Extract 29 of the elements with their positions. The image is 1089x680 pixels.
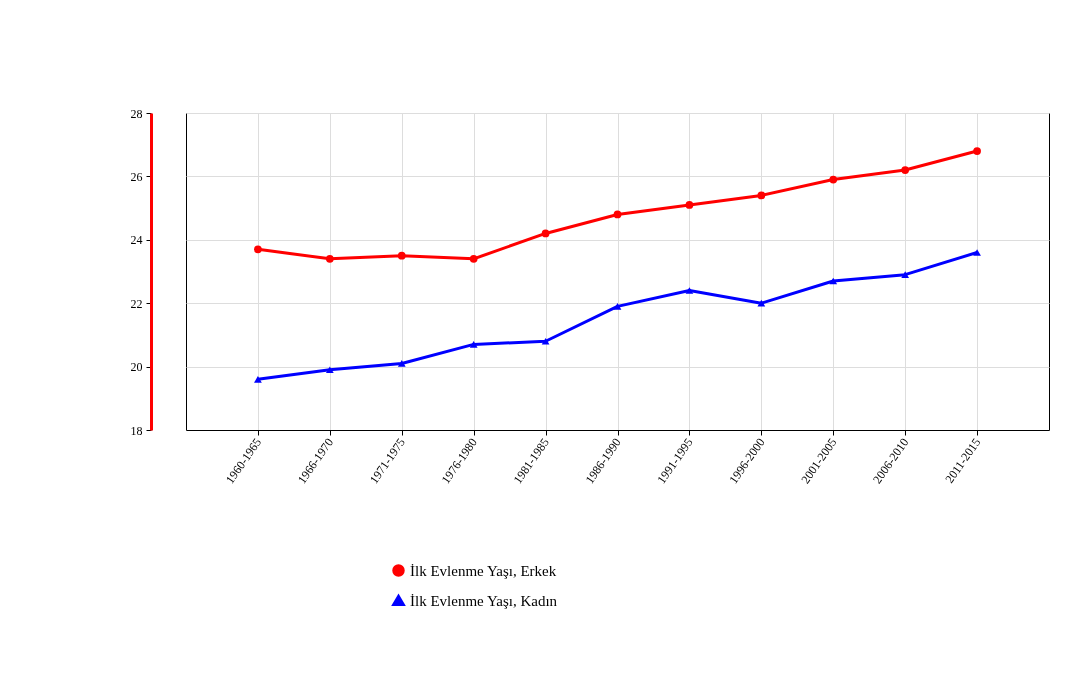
point xyxy=(254,245,262,254)
point xyxy=(973,147,981,155)
y-tick-label: 18 xyxy=(130,423,143,438)
point xyxy=(397,360,406,367)
point xyxy=(469,341,478,348)
y-tick-label: 22 xyxy=(130,296,143,311)
y-tick-label: 26 xyxy=(130,169,143,184)
point xyxy=(757,299,766,307)
point xyxy=(325,254,334,263)
point xyxy=(757,191,766,200)
point xyxy=(541,229,550,238)
point xyxy=(901,166,910,174)
point xyxy=(901,271,910,279)
point xyxy=(325,366,334,374)
point xyxy=(685,201,694,209)
y-tick-label: 20 xyxy=(130,360,143,375)
point xyxy=(541,337,550,345)
point xyxy=(397,251,406,260)
point xyxy=(469,254,478,263)
legend-label: İlk Evlenme Yaşı, Kadın xyxy=(410,592,558,609)
point xyxy=(613,210,622,219)
y-tick-label: 24 xyxy=(130,233,143,248)
y-tick-label: 28 xyxy=(130,106,143,121)
point xyxy=(254,375,262,383)
point xyxy=(685,287,694,294)
point xyxy=(973,249,981,256)
point xyxy=(613,303,622,310)
legend-label: İlk Evlenme Yaşı, Erkek xyxy=(410,562,557,579)
point xyxy=(829,175,838,184)
